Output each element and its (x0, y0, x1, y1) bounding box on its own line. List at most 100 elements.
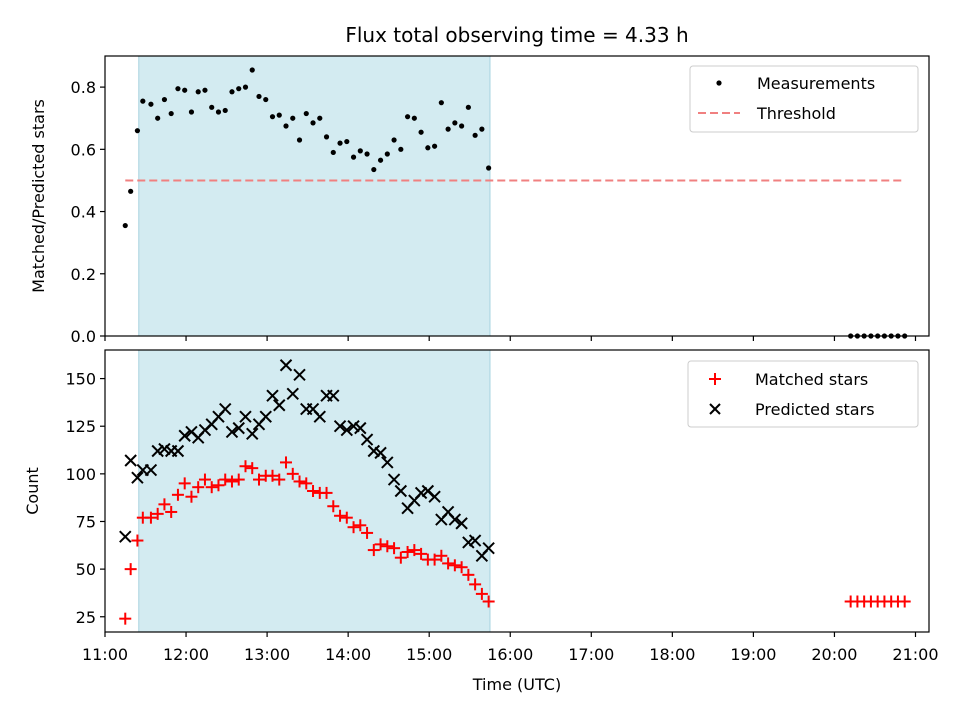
bottom-x-ticks: 11:00 12:00 13:00 14:00 15:00 16:00 17:00 18:00… (82, 632, 939, 664)
matched-stars-point (320, 486, 333, 499)
matched-stars-point (266, 469, 279, 482)
matched-stars-point (185, 490, 198, 503)
measurement-point (236, 86, 242, 92)
predicted-stars-point (286, 387, 299, 401)
measurement-point (350, 154, 357, 160)
matched-stars-point (482, 595, 495, 608)
matched-stars-point (119, 612, 132, 625)
x-axis-label: Time (UTC) (472, 675, 561, 694)
legend-predicted-label: Predicted stars (755, 400, 875, 419)
predicted-stars-point (131, 471, 144, 484)
matched-stars-point (448, 559, 461, 572)
measurement-point (357, 148, 363, 154)
bottom-y-tick-label: 100 (65, 465, 96, 484)
measurement-point (134, 128, 141, 134)
predicted-stars-point (313, 410, 326, 423)
measurement-point (182, 87, 188, 93)
measurement-point (479, 126, 485, 132)
measurement-point (303, 110, 309, 117)
measurement-point (215, 109, 222, 115)
measurement-point (161, 96, 168, 103)
top-chart-title: Flux total observing time = 4.33 h (345, 23, 688, 47)
bottom-legend-box (687, 360, 919, 428)
predicted-stars-point (394, 484, 408, 498)
matched-stars-point (374, 538, 387, 551)
measurement-point (337, 140, 343, 146)
matched-stars-point (192, 481, 205, 494)
matched-stars-point (462, 568, 475, 581)
matched-stars-point (428, 553, 441, 566)
measurement-point (425, 145, 431, 151)
matched-stars-point (300, 477, 313, 490)
matched-stars-series (119, 456, 911, 625)
measurement-point (242, 84, 249, 90)
bottom-y-axis-label: Count (23, 467, 42, 515)
legend-predicted-marker (709, 403, 721, 415)
bottom-y-tick-label: 50 (76, 560, 96, 579)
measurement-point (168, 110, 174, 117)
x-tick-label: 21:00 (892, 645, 938, 664)
bottom-y-tick-label: 75 (76, 512, 96, 531)
top-y-tick-label: 0.4 (71, 203, 96, 222)
measurement-point (229, 89, 235, 95)
top-observing-interval-shade (138, 55, 491, 337)
matched-stars-point (124, 563, 137, 576)
predicted-stars-point (428, 490, 441, 503)
top-legend: Measurements Threshold (689, 65, 919, 133)
predicted-stars-point (374, 446, 387, 460)
measurement-point (175, 86, 181, 92)
bottom-legend: Matched stars Predicted stars (687, 360, 919, 428)
measurement-point (276, 112, 282, 118)
matched-stars-point (293, 475, 306, 488)
matched-stars-point (280, 456, 293, 469)
legend-matched-marker (709, 373, 721, 385)
matched-stars-point (219, 473, 232, 486)
predicted-stars-point (333, 420, 347, 433)
measurement-point (465, 104, 471, 110)
matched-stars-point (455, 561, 468, 574)
x-tick-label: 20:00 (811, 645, 857, 664)
legend-matched-label: Matched stars (755, 370, 868, 389)
predicted-stars-point (482, 541, 495, 555)
bottom-axes-frame (104, 349, 930, 633)
top-legend-box (689, 65, 919, 133)
measurement-point (140, 98, 146, 104)
top-x-ticks (104, 336, 917, 341)
matched-stars-point (286, 467, 299, 480)
matched-stars-point (401, 545, 414, 558)
matched-stars-point (388, 542, 401, 555)
top-y-tick-label: 0.8 (71, 78, 96, 97)
matched-stars-point (144, 511, 157, 524)
measurement-point (411, 115, 417, 121)
predicted-stars-point (293, 368, 306, 381)
bottom-y-tick-label: 150 (65, 370, 96, 389)
measurement-point (290, 115, 296, 121)
predicted-stars-point (273, 399, 286, 412)
matched-stars-point (898, 595, 911, 608)
measurement-point (263, 96, 269, 103)
measurement-point (418, 129, 424, 135)
predicted-stars-point (266, 389, 279, 402)
predicted-stars-point (178, 429, 191, 442)
top-panel: 0.0 0.2 0.4 0.6 0.8 Flux total observing tim… (29, 23, 930, 346)
predicted-stars-point (225, 425, 239, 439)
legend-measurements-marker (716, 80, 722, 86)
matched-stars-point (158, 498, 171, 511)
matched-stars-point (415, 547, 428, 560)
measurement-point (256, 93, 262, 100)
matched-stars-point (246, 462, 259, 475)
measurement-point (364, 151, 370, 157)
measurement-point (438, 100, 444, 106)
matched-stars-point (225, 475, 238, 488)
matched-stars-point (475, 587, 488, 600)
measurement-point (445, 126, 451, 132)
matched-stars-point (442, 557, 455, 570)
measurement-point (249, 67, 255, 73)
predicted-stars-point (448, 513, 462, 526)
matched-stars-point (205, 481, 218, 494)
legend-threshold-label: Threshold (756, 104, 836, 123)
bottom-panel: 11:00 12:00 13:00 14:00 15:00 16:00 17:00 18:00… (23, 349, 939, 694)
measurement-point (323, 134, 330, 140)
x-tick-label: 15:00 (406, 645, 452, 664)
measurement-point (384, 151, 390, 157)
